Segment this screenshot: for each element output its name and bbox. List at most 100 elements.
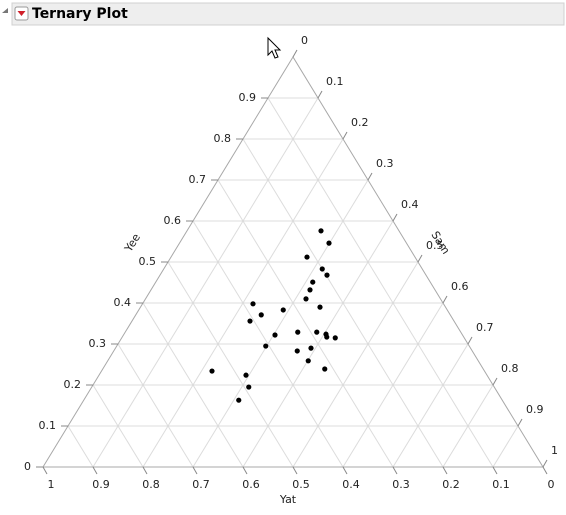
sam-tick-label: 0.6 — [451, 280, 469, 293]
data-point — [295, 329, 301, 335]
data-point — [243, 372, 249, 378]
yee-tick-label: 0.4 — [114, 296, 132, 309]
tick-mark — [442, 295, 448, 304]
grid-line — [242, 138, 444, 468]
yat-tick-label: 0 — [548, 478, 555, 491]
sam-tick-label: 0.8 — [501, 362, 519, 375]
sam-tick-label: 0 — [301, 34, 308, 47]
data-point — [236, 397, 242, 403]
tick-mark — [467, 336, 473, 345]
yee-tick-label: 0.7 — [189, 173, 207, 186]
axes: 0 0.1 0.2 0.3 0.4 0.5 0.6 0.7 0.8 0.9 0 0.1 0.2 0.3 0.… — [24, 34, 558, 506]
yat-tick-label: 0.5 — [292, 478, 310, 491]
grid-line — [92, 97, 319, 468]
data-point — [322, 366, 328, 372]
sam-tick-label: 0.7 — [476, 321, 494, 334]
grid-line — [392, 343, 469, 468]
data-point — [314, 329, 320, 335]
yat-tick-label: 0.6 — [242, 478, 260, 491]
grid-line — [192, 179, 369, 468]
points — [209, 228, 338, 403]
tick-mark — [442, 466, 448, 475]
yat-tick-label: 0.3 — [392, 478, 410, 491]
sam-tick-label: 0.2 — [351, 116, 369, 129]
grid-line — [192, 220, 344, 468]
data-point — [247, 318, 253, 324]
tick-mark — [317, 90, 323, 99]
yat-tick-label: 0.1 — [492, 478, 510, 491]
yat-tick-label: 0.4 — [342, 478, 360, 491]
grid-line — [492, 425, 519, 468]
data-point — [305, 358, 311, 364]
tick-mark — [492, 377, 498, 386]
data-point — [324, 272, 330, 278]
panel-title: Ternary Plot — [32, 6, 128, 22]
sam-tick-label: 1 — [551, 444, 558, 457]
data-point — [250, 301, 256, 307]
sam-tick-label: 0.3 — [376, 157, 394, 170]
axis-title: Yee — [122, 231, 144, 255]
grid-line — [217, 179, 394, 468]
data-point — [310, 279, 316, 285]
tick-mark — [517, 418, 523, 427]
grid-line — [292, 261, 419, 468]
data-point — [294, 348, 300, 354]
tick-mark — [42, 466, 48, 475]
yee-tick-label: 0.9 — [239, 91, 257, 104]
yee-tick-label: 0 — [24, 460, 31, 473]
data-point — [272, 332, 278, 338]
tick-mark — [417, 254, 423, 263]
data-point — [209, 368, 215, 374]
yat-tick-label: 0.2 — [442, 478, 460, 491]
tick-mark — [492, 466, 498, 475]
yee-tick-label: 0.6 — [164, 214, 182, 227]
tick-mark — [542, 459, 548, 468]
grid-line — [167, 261, 294, 468]
data-point — [332, 335, 338, 341]
yee-tick-label: 0.1 — [39, 419, 57, 432]
sam-tick-label: 0.4 — [401, 198, 419, 211]
sam-tick-label: 0.1 — [326, 75, 344, 88]
yee-tick-label: 0.3 — [89, 337, 107, 350]
data-point — [246, 384, 252, 390]
tick-mark — [242, 466, 248, 475]
sam-tick-label: 0.5 — [426, 239, 444, 252]
data-point — [324, 334, 330, 340]
grid-line — [67, 425, 94, 468]
menu-arrow — [17, 11, 26, 16]
tick-mark — [367, 172, 373, 181]
yat-tick-label: 0.8 — [142, 478, 160, 491]
grid-line — [117, 343, 194, 468]
tick-mark — [542, 466, 548, 475]
collapse-icon[interactable] — [2, 8, 8, 13]
yee-tick-label: 0.8 — [214, 132, 232, 145]
data-point — [308, 345, 314, 351]
tick-mark — [292, 49, 298, 58]
yee-tick-label: 0.2 — [64, 378, 82, 391]
data-point — [304, 254, 310, 260]
tick-mark — [392, 466, 398, 475]
data-point — [317, 304, 323, 310]
yat-tick-label: 0.7 — [192, 478, 210, 491]
yee-tick-label: 0.5 — [139, 255, 157, 268]
data-point — [258, 312, 264, 318]
data-point — [319, 266, 325, 272]
yat-tick-label: 0.9 — [92, 478, 110, 491]
tick-mark — [192, 466, 198, 475]
tick-mark — [292, 466, 298, 475]
grid-line — [267, 97, 494, 468]
data-point — [303, 296, 309, 302]
yat-tick-label: 1 — [48, 478, 55, 491]
tick-mark — [342, 466, 348, 475]
data-point — [280, 307, 286, 313]
tick-mark — [392, 213, 398, 222]
sam-tick-label: 0.9 — [526, 403, 544, 416]
data-point — [326, 240, 332, 246]
header-bar — [11, 2, 565, 26]
data-point — [307, 287, 313, 293]
grid-line — [142, 302, 244, 468]
grid — [67, 97, 519, 468]
data-point — [263, 343, 269, 349]
